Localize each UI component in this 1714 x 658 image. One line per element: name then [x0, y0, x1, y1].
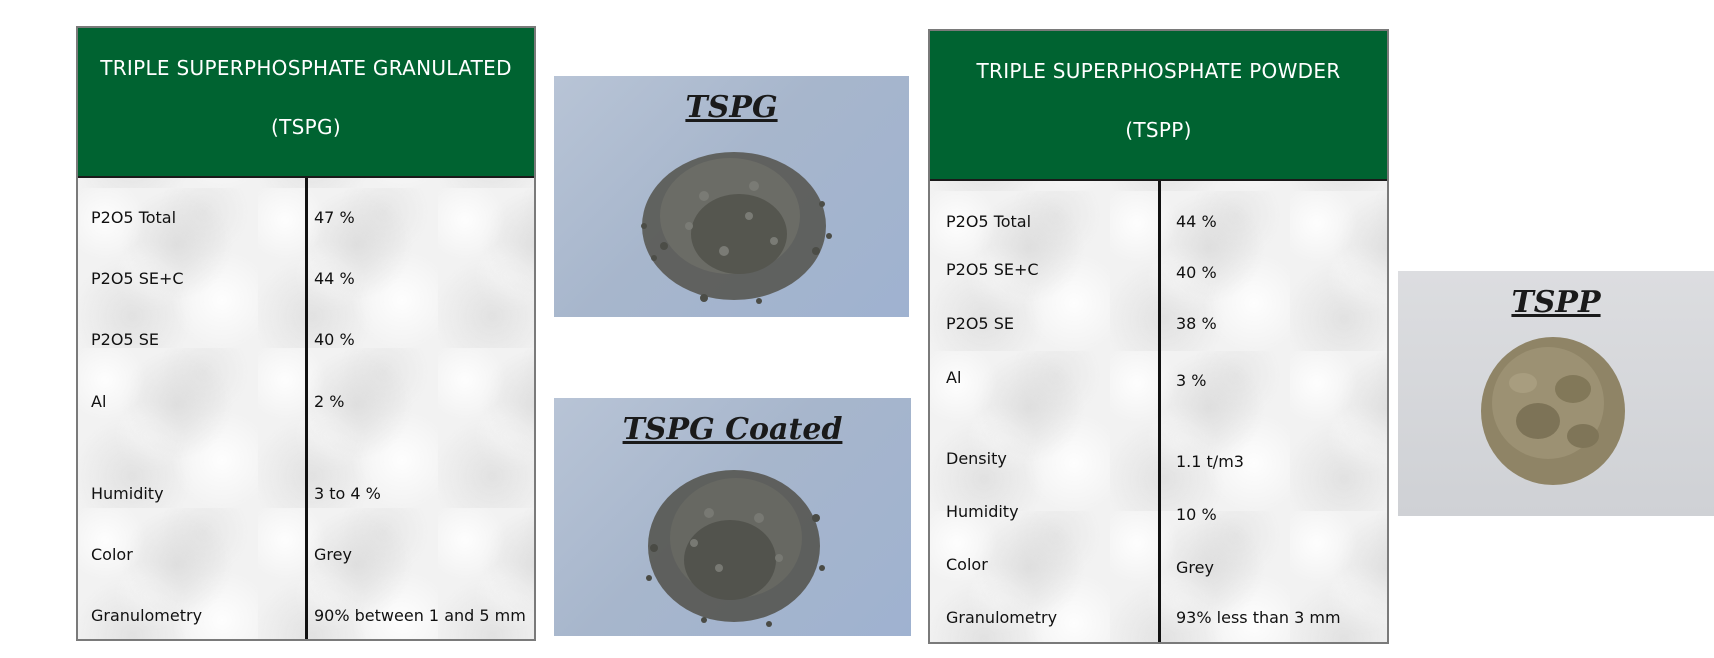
- tspp-spec-table: TRIPLE SUPERPHOSPHATE POWDER (TSPP) P2O5…: [928, 29, 1389, 644]
- tspg-header: TRIPLE SUPERPHOSPHATE GRANULATED (TSPG): [78, 28, 534, 178]
- coated-granules-pile: [646, 470, 825, 627]
- spec-value: 10 %: [1176, 505, 1217, 524]
- spec-value: 47 %: [314, 208, 355, 227]
- tspg-coated-photo-title: TSPG Coated: [622, 412, 843, 447]
- spec-value: 40 %: [1176, 263, 1217, 282]
- spec-value: 40 %: [314, 330, 355, 349]
- tspg-spec-table: TRIPLE SUPERPHOSPHATE GRANULATED (TSPG) …: [76, 26, 536, 641]
- spec-value: 38 %: [1176, 314, 1217, 333]
- spec-value: 2 %: [314, 392, 345, 411]
- spec-label: Granulometry: [946, 608, 1058, 627]
- tspg-header-code: (TSPG): [271, 115, 341, 139]
- spec-label: Color: [946, 555, 988, 574]
- spec-value: 90% between 1 and 5 mm: [314, 606, 526, 625]
- spec-label: Humidity: [946, 502, 1019, 521]
- tspg-photo-title: TSPG: [685, 90, 778, 125]
- column-divider: [1158, 181, 1161, 642]
- granules-pile: [641, 152, 832, 304]
- tspg-photo: TSPG: [554, 76, 909, 317]
- tspp-header-title: TRIPLE SUPERPHOSPHATE POWDER: [976, 59, 1341, 83]
- spec-label: Al: [946, 368, 962, 387]
- spec-label: P2O5 SE+C: [946, 260, 1039, 279]
- spec-value: 3 to 4 %: [314, 484, 381, 503]
- spec-value: Grey: [314, 545, 352, 564]
- spec-label: Color: [91, 545, 133, 564]
- tspg-coated-photo: TSPG Coated: [554, 398, 911, 636]
- spec-label: P2O5 SE+C: [91, 269, 184, 288]
- tspg-header-title: TRIPLE SUPERPHOSPHATE GRANULATED: [100, 56, 512, 80]
- spec-label: Density: [946, 449, 1007, 468]
- spec-value: 3 %: [1176, 371, 1207, 390]
- tspp-photo: TSPP: [1398, 271, 1714, 516]
- spec-label: P2O5 Total: [91, 208, 177, 227]
- spec-value: 93% less than 3 mm: [1176, 608, 1341, 627]
- tspp-photo-title: TSPP: [1511, 285, 1601, 320]
- tspp-header-code: (TSPP): [1125, 118, 1192, 142]
- spec-label: P2O5 SE: [91, 330, 159, 349]
- powder-pile: [1481, 337, 1625, 485]
- spec-label: Humidity: [91, 484, 164, 503]
- column-divider: [305, 178, 308, 639]
- tspp-header: TRIPLE SUPERPHOSPHATE POWDER (TSPP): [930, 31, 1387, 181]
- spec-label: P2O5 Total: [946, 212, 1032, 231]
- spec-value: 44 %: [1176, 212, 1217, 231]
- spec-value: 1.1 t/m3: [1176, 452, 1244, 471]
- spec-value: 44 %: [314, 269, 355, 288]
- spec-label: Granulometry: [91, 606, 203, 625]
- spec-value: Grey: [1176, 558, 1214, 577]
- spec-label: Al: [91, 392, 107, 411]
- spec-label: P2O5 SE: [946, 314, 1014, 333]
